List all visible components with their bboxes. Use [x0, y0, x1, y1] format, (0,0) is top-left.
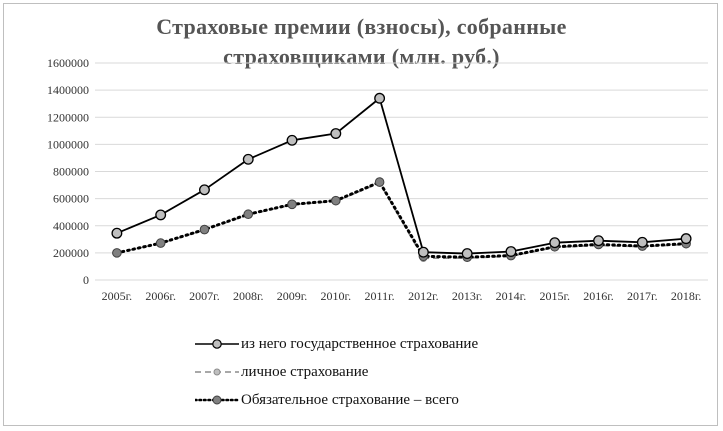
series-lines: [111, 92, 692, 263]
series-line-state-insurance: [116, 97, 687, 255]
x-tick-label: 2017г.: [627, 289, 658, 303]
chart-title-line-2: страховщиками (млн. руб.): [223, 44, 500, 69]
x-tick-label: 2016г.: [583, 289, 614, 303]
x-axis-ticks: 2005г. 2006г. 2007г. 2008г. 2009г. 2010г. 2011…: [102, 289, 702, 303]
data-point-state-insurance: [461, 248, 473, 260]
legend-swatch-state-insurance: [195, 339, 239, 349]
y-tick-label: 1000000: [47, 137, 89, 151]
data-point-state-insurance: [636, 236, 648, 248]
x-tick-label: 2011г.: [365, 289, 395, 303]
data-point-state-insurance: [199, 184, 210, 196]
legend-label-mandatory-insurance: Обязательное страхование – всего: [241, 391, 459, 408]
y-tick-label: 1200000: [47, 110, 89, 124]
series-line-mandatory-insurance: [115, 180, 688, 259]
legend-label-personal-insurance: личное страхование: [241, 363, 369, 380]
data-point-state-insurance: [330, 128, 342, 139]
data-point-mandatory-insurance: [155, 238, 166, 248]
x-tick-label: 2015г.: [539, 289, 570, 303]
data-point-state-insurance: [417, 246, 429, 258]
x-tick-label: 2018г.: [671, 289, 702, 303]
legend-item-state-insurance: из него государственное страхование: [195, 330, 555, 358]
data-point-mandatory-insurance: [112, 248, 122, 258]
data-point-state-insurance: [286, 134, 298, 146]
x-tick-label: 2008г.: [233, 289, 264, 303]
data-point-mandatory-insurance: [199, 224, 210, 235]
data-point-state-insurance: [242, 153, 254, 165]
y-tick-label: 400000: [53, 219, 89, 233]
gridlines: [95, 62, 708, 281]
y-tick-label: 200000: [53, 246, 89, 260]
data-point-state-insurance: [680, 233, 692, 245]
legend-label-state-insurance: из него государственное страхование: [241, 335, 479, 352]
data-point-state-insurance: [374, 92, 386, 104]
data-point-mandatory-insurance: [287, 199, 297, 210]
legend-item-mandatory-insurance: Обязательное страхование – всего: [195, 386, 555, 414]
x-tick-label: 2014г.: [496, 289, 527, 303]
legend: из него государственное страхование личн…: [195, 330, 555, 414]
x-tick-label: 2005г.: [102, 289, 133, 303]
y-tick-label: 1600000: [47, 56, 89, 70]
data-point-mandatory-insurance: [243, 209, 254, 220]
x-tick-label: 2007г.: [189, 289, 220, 303]
data-point-state-insurance: [593, 235, 604, 247]
data-point-state-insurance: [505, 246, 517, 257]
x-tick-label: 2006г.: [145, 289, 176, 303]
data-point-mandatory-insurance: [374, 177, 385, 187]
y-axis-ticks: 0 200000 400000 600000 800000 1000000 1200000 1…: [47, 56, 89, 287]
x-tick-label: 2009г.: [277, 289, 308, 303]
series-state-insurance: [111, 92, 692, 260]
x-tick-label: 2010г.: [321, 289, 352, 303]
x-tick-label: 2012г.: [408, 289, 439, 303]
chart-title-line-1: Страховые премии (взносы), собранные: [156, 14, 567, 39]
data-point-state-insurance: [549, 237, 561, 249]
data-point-mandatory-insurance: [331, 195, 341, 206]
y-tick-label: 0: [83, 273, 89, 287]
legend-swatch-personal-insurance: [195, 368, 239, 376]
data-point-state-insurance: [155, 209, 167, 221]
y-tick-label: 1400000: [47, 83, 89, 97]
chart-title: Страховые премии (взносы), собранные стр…: [0, 12, 723, 72]
legend-item-personal-insurance: личное страхование: [195, 358, 555, 386]
y-tick-label: 800000: [53, 165, 89, 179]
chart-frame: [3, 3, 718, 426]
data-point-state-insurance: [111, 227, 123, 239]
y-tick-label: 600000: [53, 192, 89, 206]
legend-swatch-mandatory-insurance: [195, 395, 239, 405]
x-tick-label: 2013г.: [452, 289, 483, 303]
